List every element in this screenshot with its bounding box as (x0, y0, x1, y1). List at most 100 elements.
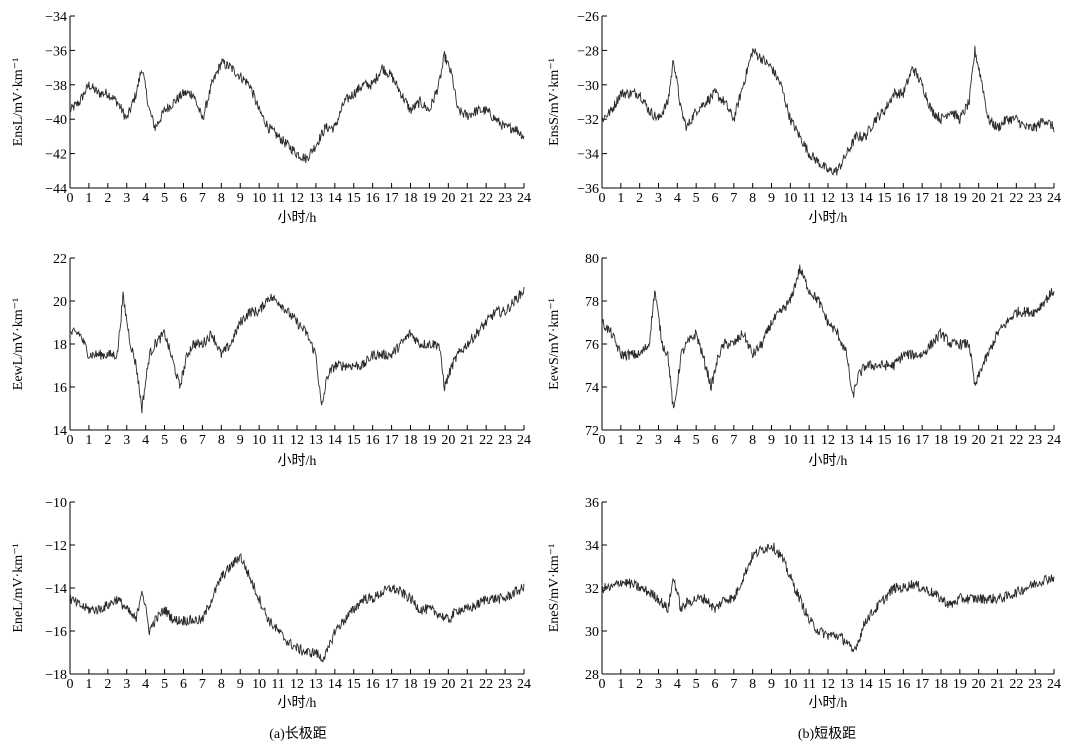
x-tick-label: 4 (142, 677, 149, 692)
x-tick-label: 12 (290, 677, 304, 692)
y-tick-label: −32 (577, 113, 599, 128)
x-tick-label: 22 (1009, 191, 1023, 206)
x-tick-label: 1 (85, 191, 92, 206)
x-tick-label: 11 (802, 677, 815, 692)
x-tick-label: 7 (199, 433, 206, 448)
x-tick-label: 8 (749, 677, 756, 692)
x-tick-label: 15 (878, 191, 892, 206)
y-tick-label: 28 (585, 668, 599, 683)
x-tick-label: 0 (67, 433, 74, 448)
x-tick-label: 1 (617, 677, 624, 692)
x-tick-label: 4 (142, 433, 149, 448)
x-tick-label: 12 (290, 191, 304, 206)
series-line (601, 542, 1055, 653)
x-tick-label: 2 (636, 191, 643, 206)
x-tick-label: 2 (636, 433, 643, 448)
y-tick-label: −28 (577, 44, 599, 59)
y-tick-label: 22 (53, 252, 67, 267)
x-tick-label: 16 (366, 433, 380, 448)
x-tick-label: 9 (237, 433, 244, 448)
x-tick-label: 23 (1028, 433, 1042, 448)
series-line (601, 264, 1055, 409)
x-tick-label: 7 (199, 191, 206, 206)
x-tick-label: 9 (768, 433, 775, 448)
y-tick-label: −30 (577, 79, 599, 94)
x-tick-label: 18 (934, 677, 948, 692)
x-tick-label: 14 (859, 677, 873, 692)
y-tick-label: 14 (53, 424, 67, 439)
y-tick-label: −44 (45, 182, 67, 197)
x-tick-label: 10 (783, 677, 797, 692)
x-tick-label: 20 (441, 677, 455, 692)
x-tick-label: 10 (783, 191, 797, 206)
x-tick-label: 11 (271, 191, 284, 206)
x-tick-label: 5 (693, 191, 700, 206)
x-tick-label: 23 (1028, 191, 1042, 206)
x-tick-label: 16 (366, 191, 380, 206)
x-tick-label: 20 (972, 191, 986, 206)
x-tick-label: 1 (85, 433, 92, 448)
y-tick-label: −12 (45, 539, 67, 554)
x-tick-label: 1 (617, 191, 624, 206)
x-tick-label: 2 (104, 677, 111, 692)
x-tick-label: 24 (1047, 677, 1061, 692)
x-tick-label: 12 (821, 433, 835, 448)
x-tick-label: 19 (953, 191, 967, 206)
x-tick-label: 5 (161, 433, 168, 448)
y-tick-label: −40 (45, 113, 67, 128)
x-tick-label: 17 (915, 191, 929, 206)
y-axis-title: EewS/mV·km⁻¹ (547, 298, 562, 390)
x-tick-label: 24 (517, 433, 531, 448)
x-tick-label: 8 (749, 433, 756, 448)
x-tick-label: 4 (674, 677, 681, 692)
x-tick-label: 14 (328, 433, 342, 448)
x-tick-label: 3 (655, 191, 662, 206)
series-line (69, 51, 525, 164)
x-tick-label: 13 (840, 433, 854, 448)
x-tick-label: 2 (104, 191, 111, 206)
x-tick-label: 20 (441, 191, 455, 206)
y-tick-label: 18 (53, 338, 67, 353)
y-tick-label: 16 (53, 381, 67, 396)
x-tick-label: 13 (309, 677, 323, 692)
x-tick-label: 4 (674, 433, 681, 448)
x-tick-label: 4 (674, 191, 681, 206)
x-tick-label: 10 (252, 433, 266, 448)
x-tick-label: 11 (802, 191, 815, 206)
x-tick-label: 13 (309, 191, 323, 206)
x-tick-label: 20 (972, 677, 986, 692)
x-tick-label: 0 (599, 191, 606, 206)
x-tick-label: 13 (840, 677, 854, 692)
x-axis-title: 小时/h (809, 453, 848, 469)
x-tick-label: 19 (953, 433, 967, 448)
x-tick-label: 17 (915, 433, 929, 448)
x-tick-label: 9 (768, 191, 775, 206)
x-tick-label: 7 (730, 433, 737, 448)
y-tick-label: 76 (585, 338, 599, 353)
y-tick-label: −10 (45, 496, 67, 511)
x-tick-label: 1 (617, 433, 624, 448)
x-tick-label: 21 (991, 191, 1005, 206)
panel-2: −36−34−32−30−28−260 1 2 3 4 5 6 7 8 9 10 11 12 13 14 15… (547, 10, 1061, 226)
x-tick-label: 0 (67, 191, 74, 206)
x-tick-label: 16 (896, 191, 910, 206)
y-tick-label: 36 (585, 496, 599, 511)
x-tick-label: 8 (749, 191, 756, 206)
x-tick-label: 3 (655, 433, 662, 448)
x-tick-label: 3 (655, 677, 662, 692)
x-tick-label: 14 (328, 677, 342, 692)
x-tick-label: 6 (712, 677, 719, 692)
x-tick-label: 23 (1028, 677, 1042, 692)
y-tick-label: 20 (53, 295, 67, 310)
x-tick-label: 14 (859, 191, 873, 206)
y-tick-label: 78 (585, 295, 599, 310)
x-tick-label: 7 (730, 677, 737, 692)
x-tick-label: 6 (712, 191, 719, 206)
x-tick-label: 17 (915, 677, 929, 692)
x-tick-label: 21 (460, 433, 474, 448)
x-tick-label: 1 (85, 677, 92, 692)
x-tick-label: 3 (123, 677, 130, 692)
y-tick-label: 72 (585, 424, 599, 439)
